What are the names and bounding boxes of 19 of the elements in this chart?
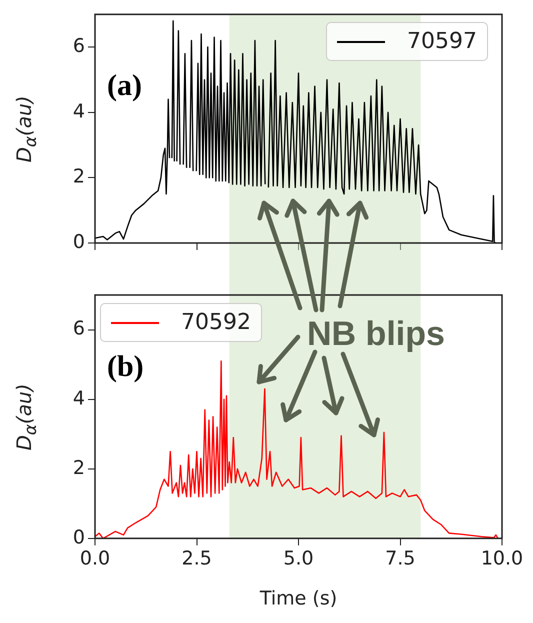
- y-tick-label: 0: [72, 230, 85, 253]
- y-tick-label: 4: [72, 100, 85, 122]
- x-tick-label: 7.5: [385, 548, 416, 570]
- x-axis-title: Time (s): [258, 588, 338, 610]
- x-tick-label: 5.0: [283, 548, 314, 570]
- y-tick-label: 6: [72, 34, 85, 57]
- x-tick-label: 10.0: [480, 548, 524, 570]
- legend-label: 70592: [181, 310, 251, 335]
- y-tick-label: 0: [72, 526, 85, 548]
- annotation: (b): [107, 350, 144, 384]
- x-tick-label: 0.0: [80, 548, 110, 570]
- annotation: (a): [107, 69, 142, 104]
- y-tick-label: 4: [72, 387, 85, 410]
- y-tick-label: 2: [72, 166, 85, 188]
- x-tick-label: 2.5: [182, 548, 212, 570]
- y-tick-label: 2: [72, 456, 85, 479]
- legend-label: 70597: [407, 29, 477, 54]
- annotation: NB blips: [307, 315, 445, 354]
- y-tick-label: 6: [72, 318, 85, 340]
